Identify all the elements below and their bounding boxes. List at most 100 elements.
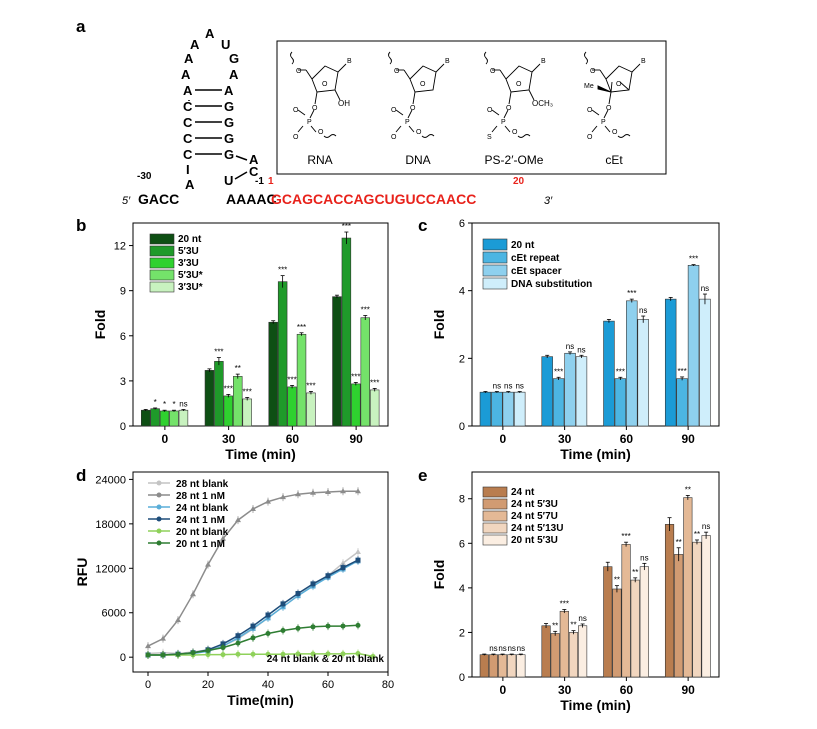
atom-base: B bbox=[641, 58, 646, 65]
bar bbox=[268, 321, 278, 427]
bar bbox=[351, 383, 361, 427]
atom-base: B bbox=[445, 58, 450, 65]
structure-group: OOBOPOOOOHRNAOOBOPOOODNAOOBOPOOSOCH₃PS-2… bbox=[290, 51, 646, 167]
significance-label: ** bbox=[614, 576, 620, 585]
wavy-bond bbox=[584, 51, 588, 65]
five-prime-label: 5′ bbox=[122, 195, 131, 207]
y-tick-label: 9 bbox=[120, 286, 126, 298]
significance-label: *** bbox=[677, 367, 686, 376]
o3-bond bbox=[608, 91, 612, 105]
significance-label: * bbox=[172, 400, 175, 409]
significance-label: ns bbox=[489, 644, 497, 653]
data-point bbox=[310, 489, 316, 495]
legend-label: 3′3U bbox=[178, 258, 199, 269]
bar bbox=[516, 654, 526, 678]
bar bbox=[341, 237, 352, 427]
bar bbox=[296, 333, 307, 427]
base-pair-bonds bbox=[188, 89, 248, 180]
panel-label-b: b bbox=[76, 216, 86, 235]
num-minus-1: -1 bbox=[255, 176, 264, 187]
significance-label: *** bbox=[361, 305, 370, 314]
num-1: 1 bbox=[268, 176, 274, 187]
significance-label: * bbox=[163, 400, 166, 409]
data-point bbox=[250, 635, 256, 641]
legend-marker bbox=[156, 480, 162, 486]
p-x-bond bbox=[591, 125, 598, 133]
stem-base: A bbox=[185, 177, 195, 192]
x-axis-title: Time (min) bbox=[560, 446, 631, 462]
atom-o3: O bbox=[410, 105, 416, 112]
data-point bbox=[280, 494, 286, 500]
stem-base-left: C bbox=[183, 131, 193, 146]
legend-label: 20 nt bbox=[511, 240, 535, 251]
data-point bbox=[250, 623, 256, 629]
atom-o4: O bbox=[420, 81, 426, 88]
sugar-ring bbox=[505, 65, 533, 93]
bar bbox=[614, 378, 627, 427]
legend-marker bbox=[156, 540, 162, 546]
legend-label: 28 nt blank bbox=[176, 479, 229, 490]
x-tick-label: 60 bbox=[322, 679, 334, 691]
y-tick-label: 8 bbox=[459, 494, 465, 506]
y-axis-title: Fold bbox=[92, 310, 108, 340]
bar bbox=[541, 625, 551, 678]
atom-o4: O bbox=[616, 81, 622, 88]
bar bbox=[332, 296, 342, 427]
atom-x: O bbox=[293, 134, 299, 141]
significance-label: ** bbox=[235, 364, 241, 373]
significance-label: ns bbox=[577, 345, 585, 354]
bar bbox=[150, 408, 160, 427]
data-point bbox=[205, 648, 211, 654]
p-o-bond bbox=[603, 109, 609, 119]
legend-label: 5′3U bbox=[178, 246, 199, 257]
o3-bond bbox=[508, 91, 512, 105]
bar bbox=[498, 654, 508, 678]
p-eq-o-bond bbox=[491, 109, 500, 116]
significance-label: ns bbox=[578, 614, 586, 623]
c5-bond bbox=[599, 69, 607, 80]
significance-label: *** bbox=[689, 255, 698, 264]
num-20: 20 bbox=[513, 176, 525, 187]
wavy-bond bbox=[421, 134, 435, 138]
bar bbox=[683, 497, 693, 678]
bar bbox=[568, 632, 579, 678]
data-point bbox=[160, 635, 166, 641]
bar bbox=[575, 356, 588, 427]
data-point bbox=[205, 561, 211, 567]
y-tick-label: 6 bbox=[459, 218, 465, 230]
data-point bbox=[220, 645, 226, 651]
x-tick-label: 40 bbox=[262, 679, 274, 691]
data-point bbox=[310, 651, 316, 657]
bar bbox=[626, 300, 638, 427]
atom-o: O bbox=[416, 129, 422, 136]
legend-swatch bbox=[482, 486, 508, 498]
structure-label: PS-2′-OMe bbox=[485, 153, 544, 167]
stem-base-right: G bbox=[224, 147, 234, 162]
x-tick-label: 30 bbox=[558, 683, 572, 697]
p-x-bond bbox=[491, 125, 498, 133]
panel-label-e: e bbox=[418, 466, 427, 485]
structure-label: DNA bbox=[405, 153, 430, 167]
x-tick-label: 0 bbox=[162, 432, 169, 446]
legend-marker bbox=[156, 492, 162, 498]
atom-o: O bbox=[293, 107, 299, 114]
o3-bond bbox=[412, 91, 416, 105]
legend-label: 24 nt 5′3U bbox=[511, 499, 558, 510]
x-tick-label: 90 bbox=[681, 683, 695, 697]
legend-label: 24 nt 1 nM bbox=[176, 515, 225, 526]
data-point bbox=[190, 650, 196, 656]
significance-label: ns bbox=[566, 342, 574, 351]
data-point bbox=[340, 560, 346, 566]
seq-mid: AAAAC bbox=[226, 191, 277, 207]
atom-methyl: Me bbox=[584, 83, 594, 90]
bar bbox=[701, 535, 711, 678]
atom-base: B bbox=[541, 58, 546, 65]
data-point bbox=[280, 601, 286, 607]
p-x-bond bbox=[395, 125, 402, 133]
bar bbox=[699, 298, 711, 427]
x-tick-label: 90 bbox=[349, 432, 363, 446]
x-tick-label: 80 bbox=[382, 679, 394, 691]
stem-base: C bbox=[249, 164, 259, 179]
data-point bbox=[235, 633, 241, 639]
stem-base-left: C bbox=[183, 115, 193, 130]
